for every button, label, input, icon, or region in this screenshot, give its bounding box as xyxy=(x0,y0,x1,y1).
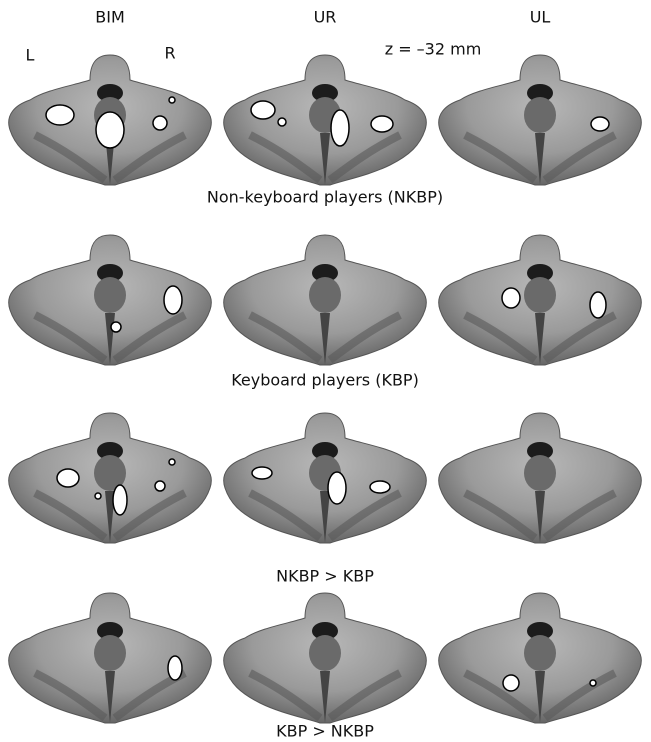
row-caption: KBP > NKBP xyxy=(276,722,374,741)
slice-panel xyxy=(9,235,212,365)
slice-panel xyxy=(9,55,212,185)
column-header: BIM xyxy=(95,8,125,27)
slice-panel xyxy=(224,593,427,723)
column-header: UR xyxy=(314,8,337,27)
side-label: L xyxy=(26,46,35,65)
column-headers: BIM UR UL xyxy=(95,8,550,27)
figure: BIM UR UL L R z = –32 mm Non-keyboard pl… xyxy=(0,0,651,742)
slice-panel xyxy=(9,413,212,543)
slice-panel xyxy=(439,235,642,365)
slice-panel xyxy=(439,413,642,543)
slice-panel xyxy=(9,593,212,723)
row-caption: NKBP > KBP xyxy=(276,567,374,586)
slice-panel xyxy=(439,55,642,185)
row-caption: Non-keyboard players (NKBP) xyxy=(207,188,443,207)
slice-label: z = –32 mm xyxy=(385,40,482,59)
slice-panel xyxy=(224,235,427,365)
slice-panel xyxy=(224,55,427,185)
slice-panel xyxy=(224,413,427,543)
side-label: R xyxy=(164,44,175,63)
column-header: UL xyxy=(530,8,551,27)
slice-panel xyxy=(439,593,642,723)
row-caption: Keyboard players (KBP) xyxy=(231,371,419,390)
